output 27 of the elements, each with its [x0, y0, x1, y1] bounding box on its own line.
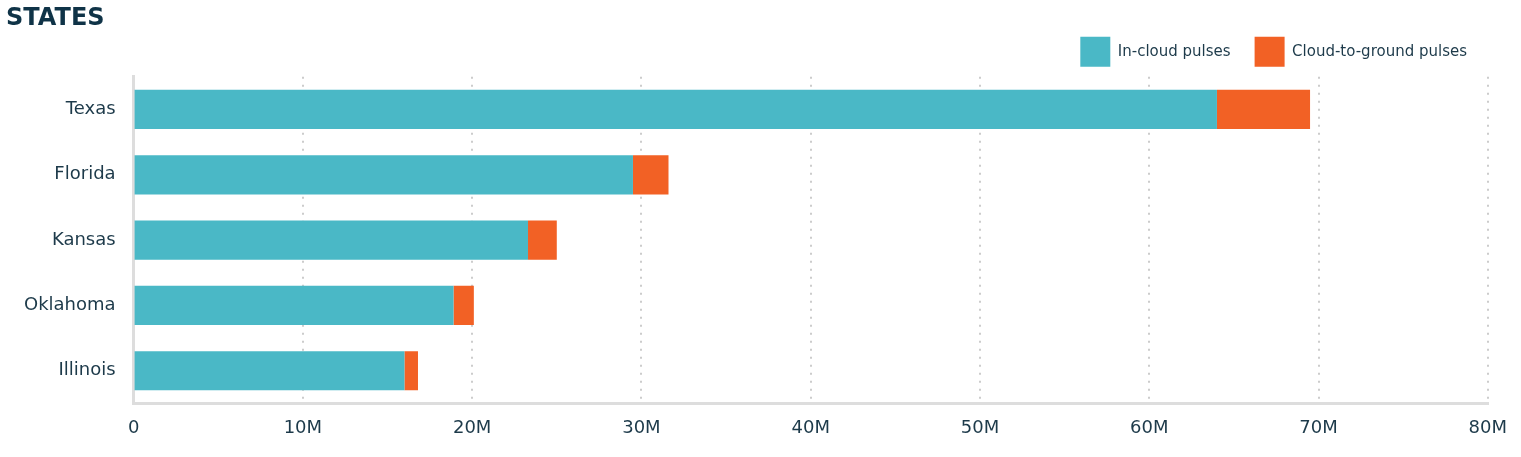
x-tick-label: 0 [127, 415, 140, 437]
bar [632, 155, 669, 195]
y-tick-label: Oklahoma [24, 293, 116, 315]
bar [528, 220, 557, 260]
x-tick-label: 80M [1468, 415, 1507, 437]
x-tick-label: 70M [1299, 415, 1338, 437]
bar [134, 220, 529, 260]
x-tick-label: 30M [622, 415, 661, 437]
x-tick-label: 60M [1130, 415, 1169, 437]
y-tick-label: Kansas [51, 227, 116, 249]
chart-title: STATES [6, 2, 105, 31]
x-tick-label: 20M [452, 415, 492, 437]
bar [134, 155, 633, 195]
y-tick-label: Texas [64, 97, 116, 119]
bar [453, 285, 474, 326]
x-tick-label: 10M [283, 415, 323, 437]
bar [134, 285, 454, 326]
legend-label: In-cloud pulses [1117, 41, 1231, 60]
legend-label: Cloud-to-ground pulses [1292, 41, 1468, 60]
bar [134, 351, 405, 391]
bar [404, 351, 418, 391]
x-tick-label: 50M [960, 415, 1000, 437]
y-tick-label: Florida [54, 162, 116, 184]
bar [134, 89, 1217, 130]
x-tick-label: 40M [791, 415, 830, 437]
bar [1216, 89, 1311, 130]
y-tick-label: Illinois [58, 358, 116, 380]
